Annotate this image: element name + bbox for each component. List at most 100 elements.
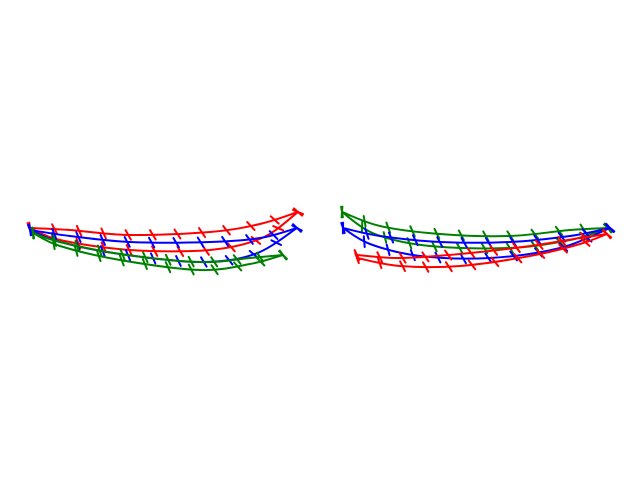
contour-tick (164, 253, 172, 266)
contour-tick (96, 244, 103, 257)
contour-tick (118, 254, 125, 267)
contour-tick (554, 225, 564, 237)
contour-tick (459, 252, 467, 265)
contour-tick (466, 247, 476, 259)
blue-upper-contour (29, 227, 298, 244)
contour-tick (512, 242, 521, 253)
contour-tick (399, 260, 406, 272)
blue-upper-contour (342, 227, 611, 244)
contour-tick (73, 244, 79, 257)
contour-tick (28, 223, 32, 237)
contour-tick (433, 227, 441, 240)
green-upper-contour (341, 211, 609, 238)
contour-tick (74, 239, 80, 253)
contour-tick (362, 215, 367, 228)
contour-tick (558, 242, 569, 252)
contour-tick (489, 245, 499, 256)
contour-tick (270, 239, 283, 246)
contour-tick (233, 261, 243, 272)
contour-tick (232, 254, 242, 265)
contour-tick (457, 229, 465, 242)
contour-tick (409, 225, 416, 238)
contour-tick (444, 261, 453, 273)
contour-tick (198, 227, 207, 239)
contour-tick (467, 259, 477, 271)
contour-tick (340, 205, 344, 219)
contour-tick (100, 227, 107, 240)
contour-tick (75, 224, 83, 237)
contour-tick (75, 231, 82, 243)
contour-tick (141, 258, 148, 270)
contour-tick (246, 221, 256, 231)
contour-tick (149, 229, 157, 241)
contour-tick (221, 235, 230, 247)
contour-tick (226, 242, 236, 253)
contour-tick (385, 243, 391, 256)
contour-tick (431, 240, 438, 253)
green-lower-contour (32, 232, 284, 272)
contour-tick (421, 251, 430, 263)
contour-tick (51, 223, 59, 235)
contour-tick (354, 251, 360, 265)
contour-tick (51, 237, 56, 251)
contour-tick (187, 255, 195, 268)
red-upper-contour (356, 233, 608, 260)
contour-tick (436, 236, 444, 248)
contour-tick (533, 234, 542, 246)
contour-tick (196, 236, 205, 248)
contour-tick (210, 264, 219, 276)
contour-tick (272, 225, 285, 232)
contour-tick (124, 229, 132, 241)
contour-tick (601, 229, 613, 239)
contour-tick (580, 237, 591, 247)
contour-tick (119, 248, 126, 261)
left-eye-contours (26, 207, 304, 276)
contour-tick (364, 227, 370, 240)
contour-tick (51, 227, 58, 240)
contour-tick (385, 221, 392, 234)
contour-tick (360, 220, 364, 234)
contour-tick (255, 256, 266, 267)
contour-tick (534, 239, 544, 250)
contour-tick (455, 242, 464, 254)
contour-tick (210, 256, 219, 268)
contour-tick (558, 243, 568, 254)
contour-tick (151, 245, 159, 257)
contour-tick (268, 230, 279, 240)
contour-tick (172, 237, 180, 249)
contour-tick (176, 245, 185, 257)
contour-tick (579, 232, 589, 243)
contour-tick (278, 250, 288, 260)
contour-tick (376, 256, 383, 270)
contour-tick (398, 252, 407, 264)
contour-tick (96, 249, 102, 263)
contour-tick (245, 234, 254, 245)
contour-tick (142, 251, 149, 264)
contour-tick (530, 228, 539, 240)
contour-tick (125, 244, 133, 256)
contour-tick (484, 252, 493, 264)
contour-tick (387, 231, 395, 244)
contour-tick (292, 208, 304, 216)
green-upper-contour (32, 232, 284, 264)
contour-tick (222, 225, 231, 236)
contour-tick (187, 263, 195, 276)
contour-tick (31, 226, 35, 240)
contour-tick (490, 256, 500, 268)
contour-tick (269, 215, 280, 225)
contour-tick (444, 249, 453, 261)
contour-tick (422, 261, 430, 273)
contour-tick (434, 251, 442, 264)
contour-tick (291, 224, 303, 232)
contour-tick (148, 236, 156, 249)
contour-tick (535, 248, 546, 259)
contour-tick (513, 253, 523, 264)
contour-tick (460, 237, 468, 249)
contour-tick (376, 251, 384, 264)
red-upper-contour (29, 211, 299, 237)
contour-tick (99, 234, 106, 246)
contour-tick (164, 261, 172, 274)
contour-tick (362, 235, 366, 248)
right-eye-contours (340, 205, 616, 273)
